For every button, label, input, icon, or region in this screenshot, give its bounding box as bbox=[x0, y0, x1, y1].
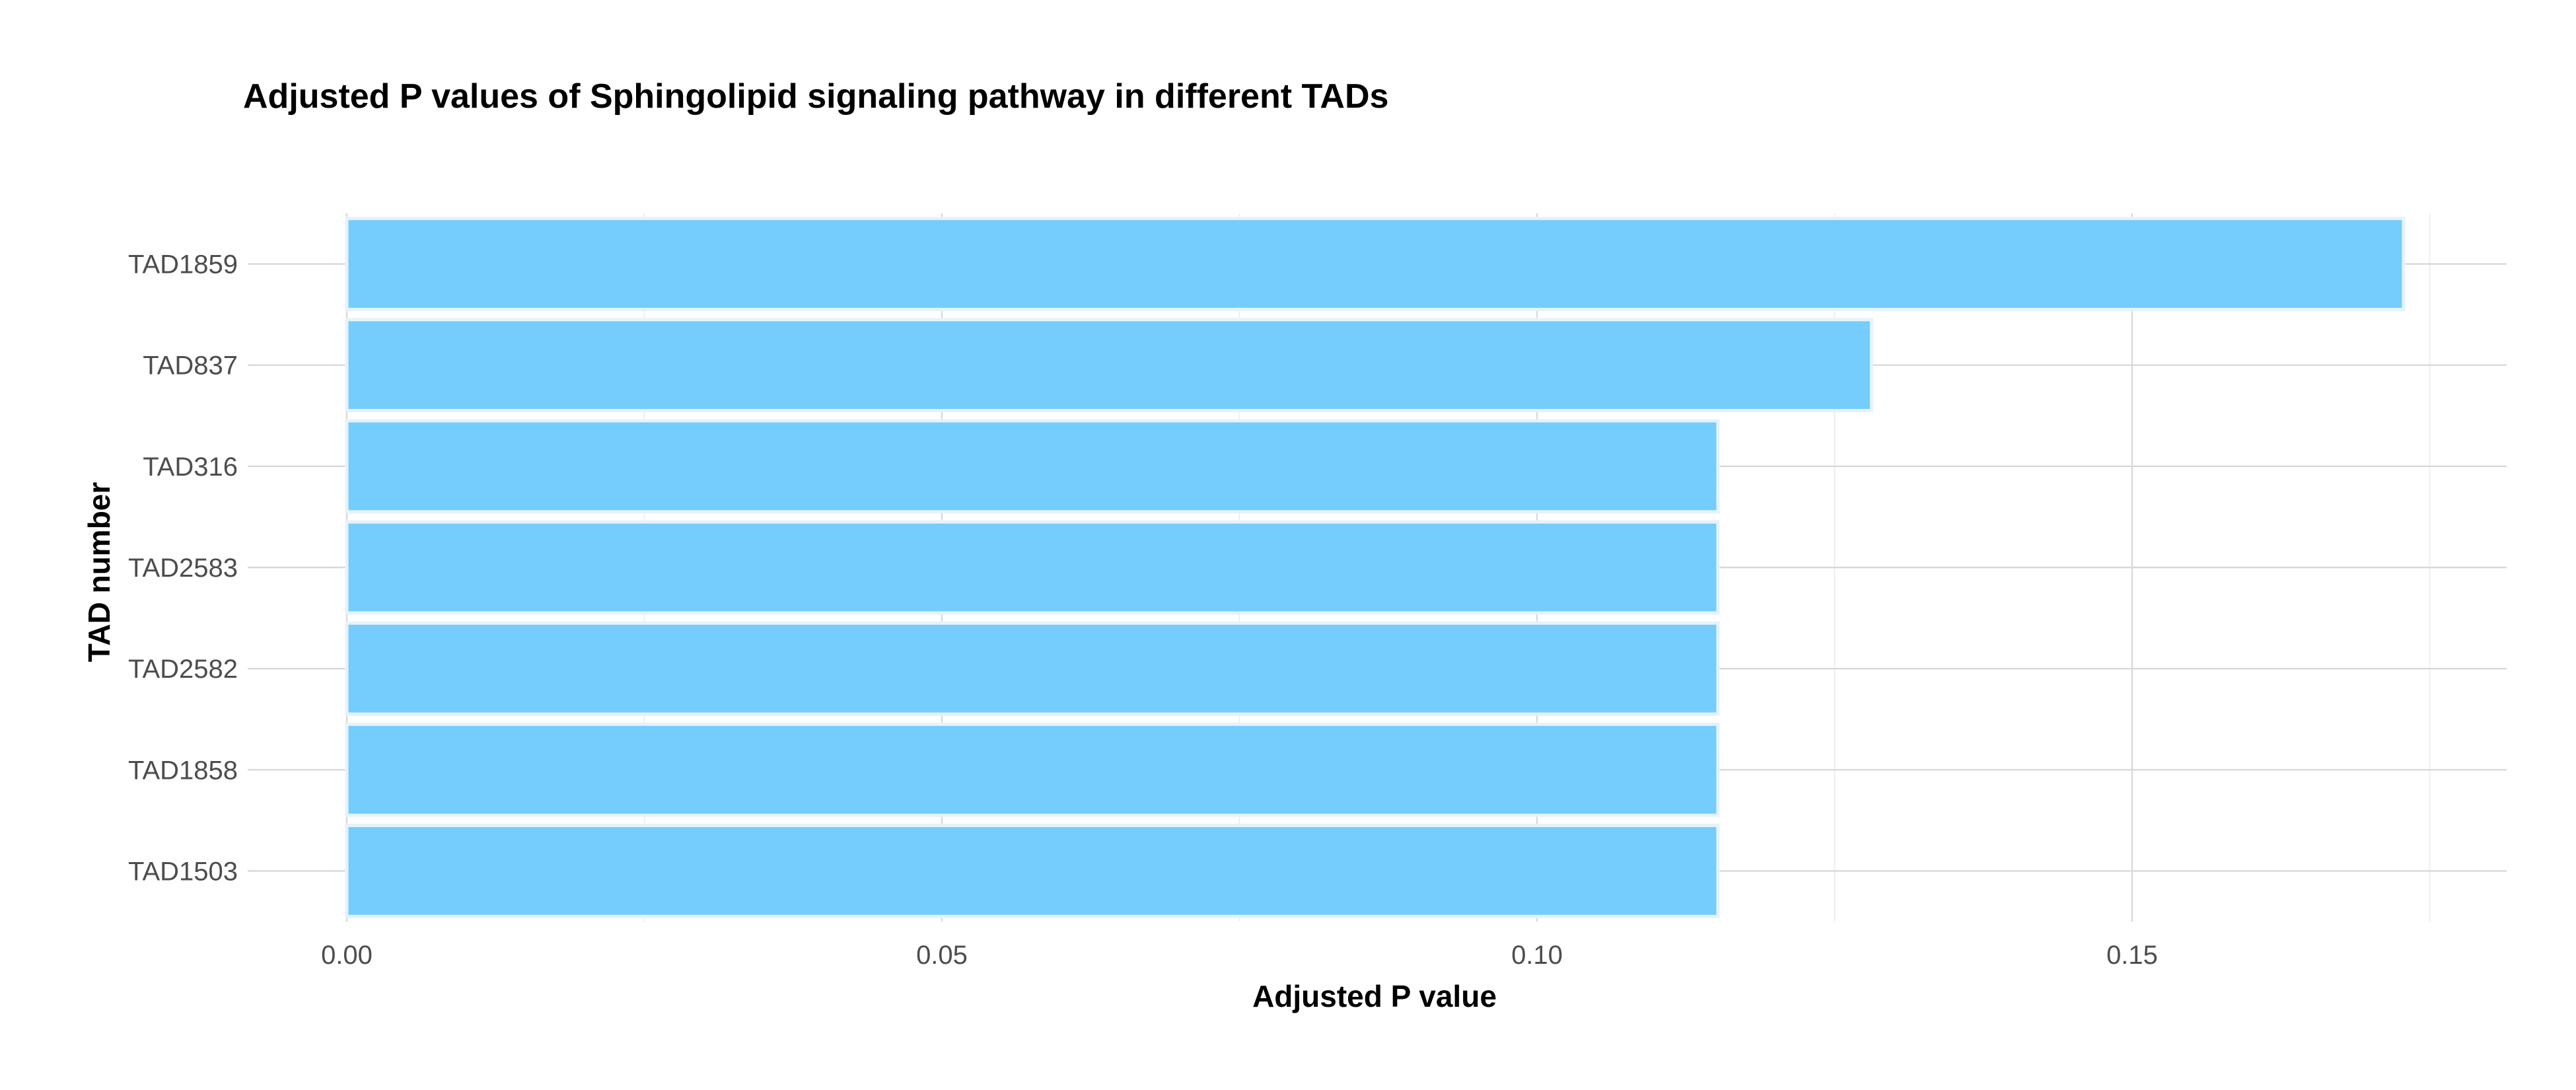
x-tick-label: 0.10 bbox=[1511, 941, 1563, 970]
y-tick-label: TAD2583 bbox=[128, 554, 238, 583]
y-tick-label: TAD837 bbox=[143, 351, 238, 381]
bars bbox=[345, 217, 2406, 918]
bar-tad1858 bbox=[345, 722, 1720, 817]
y-tick-label: TAD1858 bbox=[128, 756, 238, 785]
y-axis-title: TAD number bbox=[82, 482, 116, 663]
x-tick-label: 0.00 bbox=[321, 941, 373, 970]
bar-tad2582 bbox=[345, 621, 1720, 716]
y-tick-label: TAD1503 bbox=[128, 857, 238, 886]
x-tick-labels: 0.00 0.05 0.10 0.15 bbox=[321, 941, 2158, 970]
bar-tad2583 bbox=[345, 520, 1720, 615]
bar-tad316 bbox=[345, 419, 1720, 514]
y-tick-labels: TAD1859 TAD837 TAD316 TAD2583 TAD2582 TAD1858… bbox=[128, 250, 238, 887]
y-tick-label: TAD1859 bbox=[128, 250, 238, 279]
bar-tad1503 bbox=[345, 824, 1720, 918]
x-tick-label: 0.15 bbox=[2106, 941, 2158, 970]
y-tick-label: TAD316 bbox=[143, 453, 238, 482]
bar-tad837 bbox=[345, 318, 1873, 413]
chart-title: Adjusted P values of Sphingolipid signal… bbox=[243, 77, 1388, 116]
y-tick-label: TAD2582 bbox=[128, 655, 238, 684]
bar-tad1859 bbox=[345, 217, 2406, 311]
x-tick-label: 0.05 bbox=[916, 941, 968, 970]
x-axis-title: Adjusted P value bbox=[1252, 979, 1497, 1013]
